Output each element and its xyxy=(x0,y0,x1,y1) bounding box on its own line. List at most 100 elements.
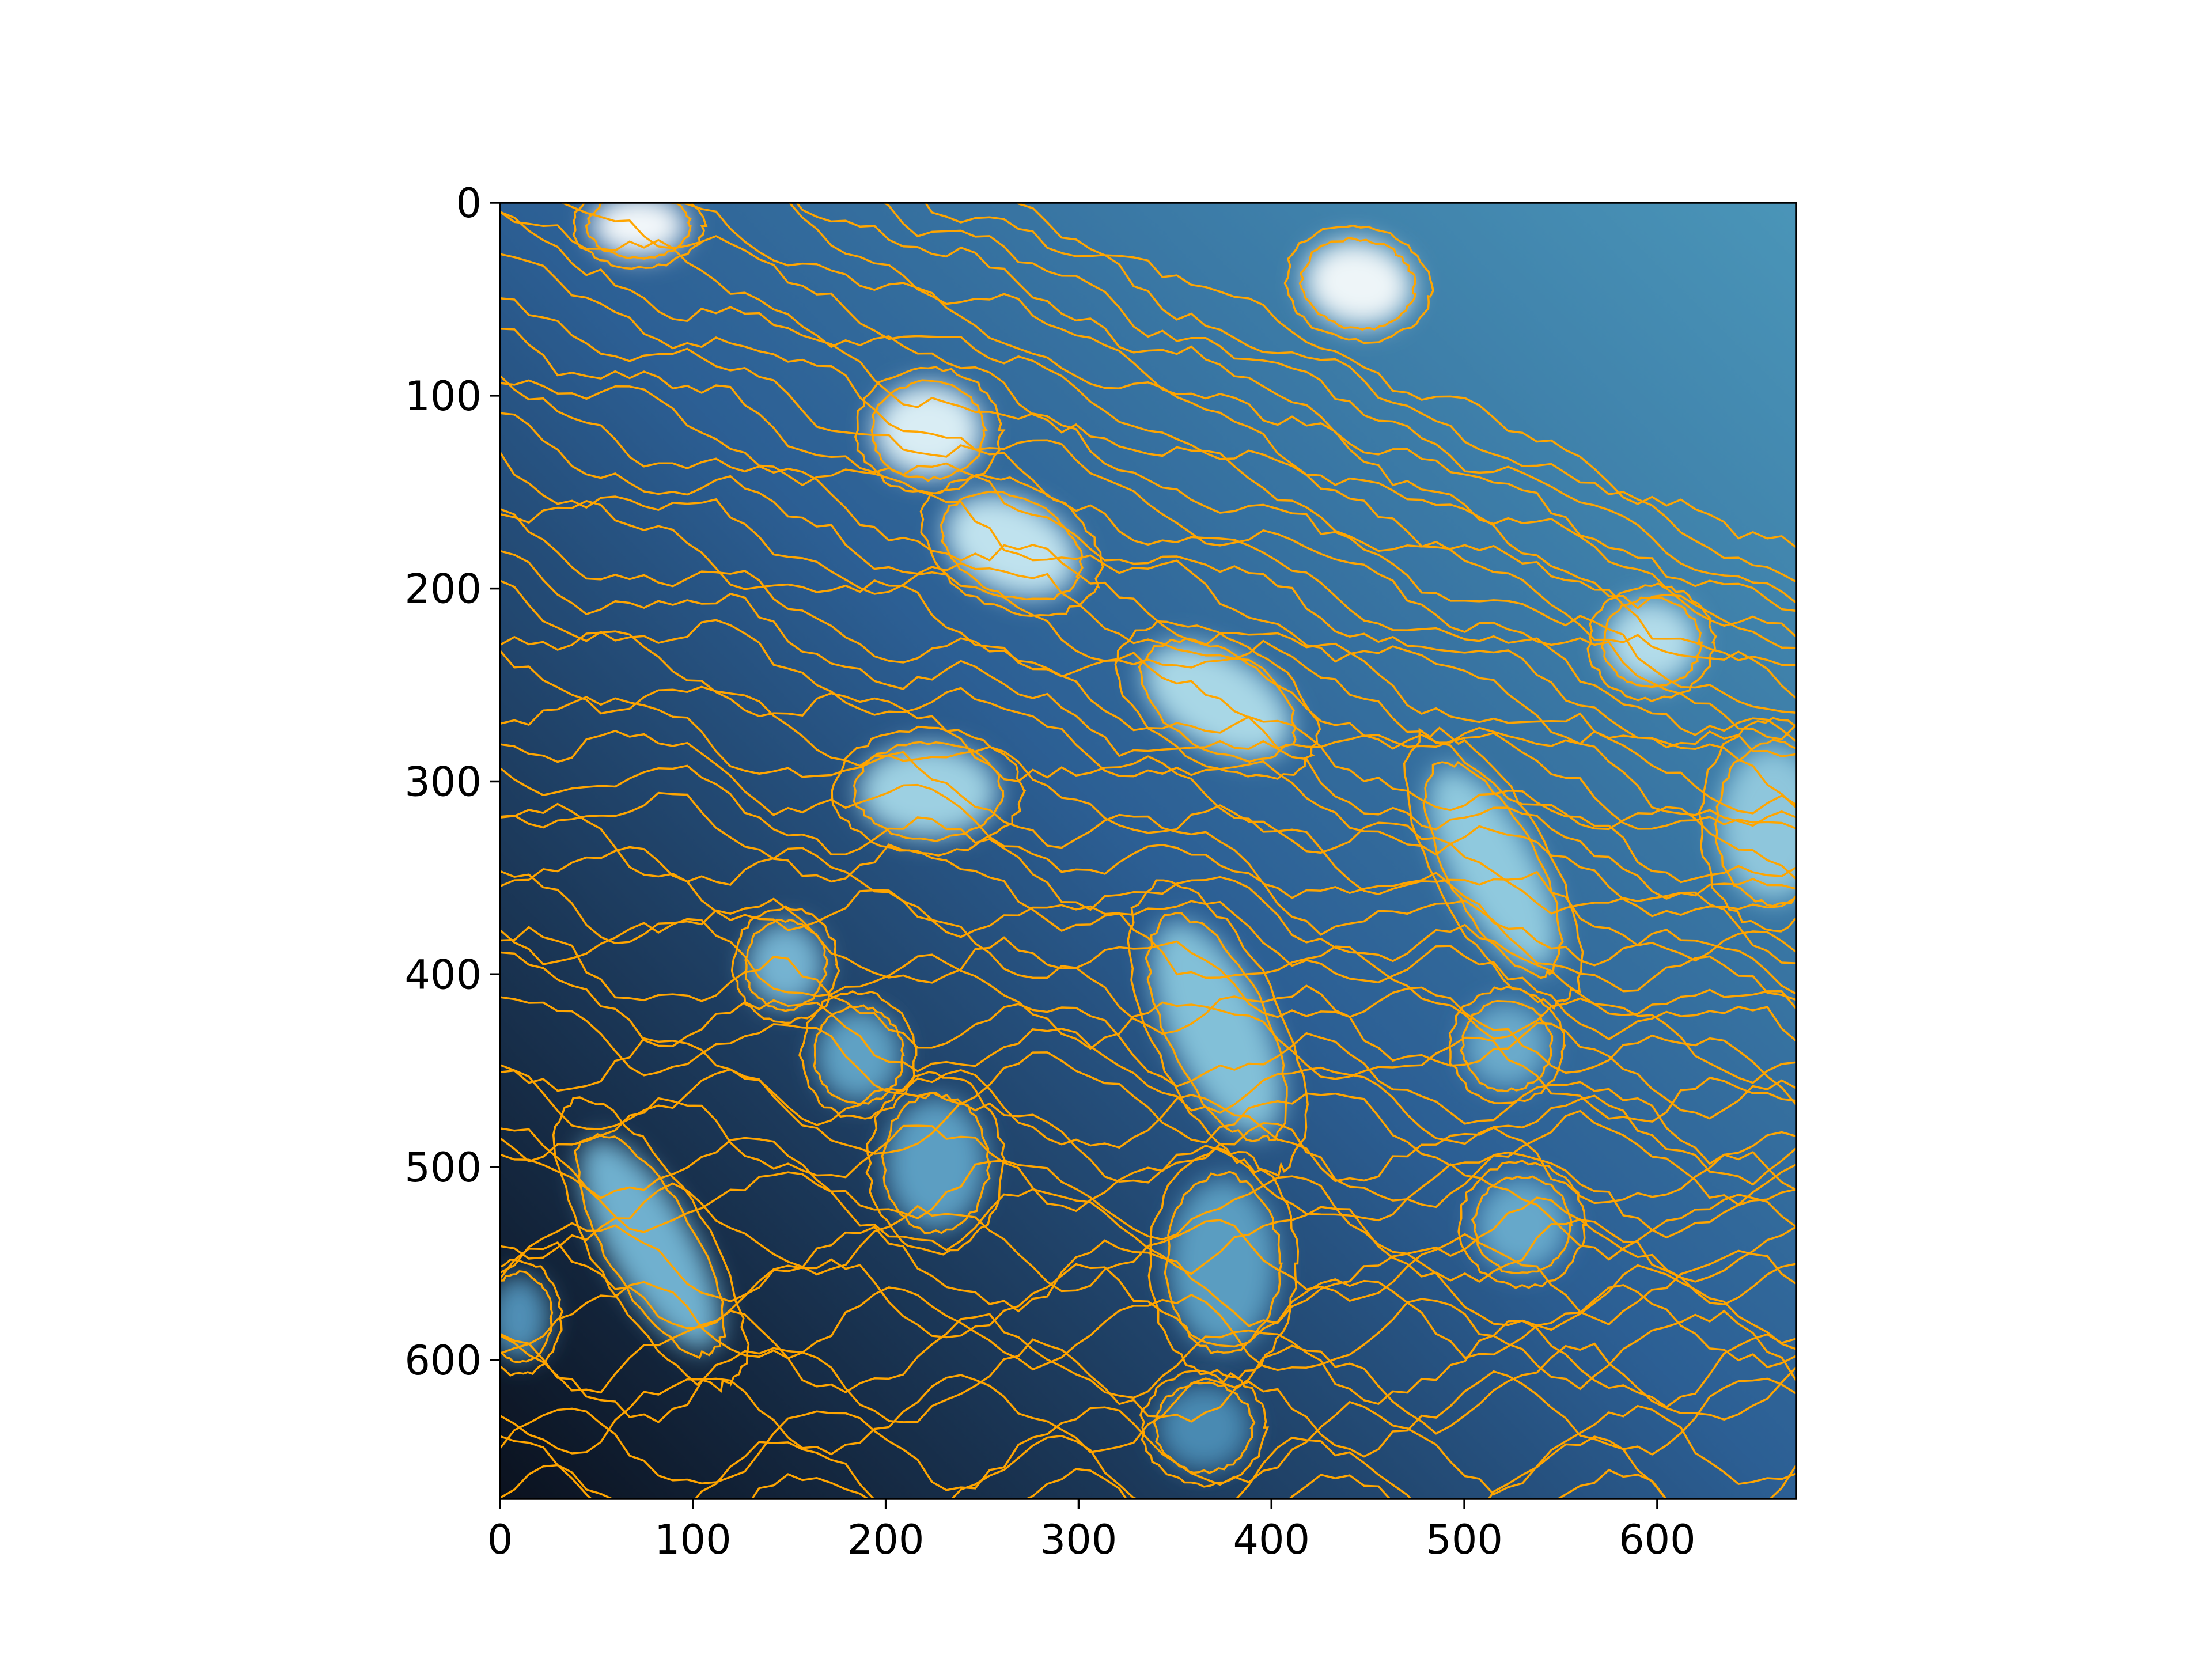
bright-feature-blob-12 xyxy=(816,1009,902,1102)
contour-line xyxy=(500,951,1796,1186)
contour-line xyxy=(500,764,1796,1016)
plot-frame xyxy=(499,202,1797,1500)
contour-line xyxy=(500,1370,1796,1458)
contour-ring xyxy=(1601,596,1703,688)
bright-features xyxy=(500,203,1796,1470)
x-tick-label: 100 xyxy=(654,1516,732,1563)
contour-ring xyxy=(1403,726,1584,1010)
contour-ring xyxy=(573,1132,726,1359)
contour-line xyxy=(500,1037,1796,1205)
contour-ring xyxy=(1114,620,1321,780)
bright-feature-blob-7 xyxy=(858,744,998,838)
bright-feature-blob-5 xyxy=(1143,643,1291,757)
contour-line xyxy=(500,211,1796,714)
contour-line xyxy=(500,1435,1796,1499)
contour-line xyxy=(882,203,1796,604)
y-axis: 0 100 200 300 400 500 600 xyxy=(404,180,500,1384)
contour-ring xyxy=(1127,879,1309,1177)
bright-feature-blob-3 xyxy=(874,384,983,477)
contour-ring xyxy=(881,1091,991,1234)
contour-line xyxy=(500,650,1796,962)
contour-ring xyxy=(1164,1171,1283,1354)
contour-ring xyxy=(1422,760,1564,979)
contour-line xyxy=(500,1222,1796,1350)
bright-feature-blob-14 xyxy=(885,1097,986,1229)
contour-ring xyxy=(1147,1146,1300,1384)
contour-line xyxy=(500,996,1796,1206)
contour-ring xyxy=(853,741,1005,842)
contour-ring xyxy=(744,919,828,1012)
contour-ring xyxy=(1698,717,1796,933)
bright-feature-blob-16 xyxy=(1476,1179,1569,1271)
bright-feature-blob-4 xyxy=(945,495,1077,597)
contour-line xyxy=(500,253,1796,741)
contour-ring xyxy=(1283,224,1434,344)
contour-ring xyxy=(1714,738,1796,907)
x-tick-label: 300 xyxy=(1040,1516,1118,1563)
contour-line xyxy=(500,1332,1796,1435)
contour-line xyxy=(500,579,1796,918)
contour-lines xyxy=(500,203,1796,1499)
contour-line xyxy=(500,926,1796,1165)
contour-ring xyxy=(1139,1369,1270,1488)
bright-feature-blob-19 xyxy=(1157,1385,1251,1470)
contour-ring xyxy=(1298,237,1417,331)
contour-ring xyxy=(572,203,708,270)
bright-feature-blob-10 xyxy=(747,922,824,1007)
plot-area xyxy=(499,202,1797,1500)
y-tick-label: 400 xyxy=(404,951,482,998)
contour-line xyxy=(500,412,1796,827)
contour-ring xyxy=(798,990,918,1120)
x-tick-label: 0 xyxy=(487,1516,513,1563)
contour-ring xyxy=(1457,1160,1588,1289)
contour-line xyxy=(500,696,1796,995)
contour-line xyxy=(500,870,1796,1120)
bright-feature-blob-11 xyxy=(1152,921,1283,1135)
x-tick-label: 400 xyxy=(1233,1516,1310,1563)
x-tick-label: 600 xyxy=(1619,1516,1696,1563)
y-tick-label: 300 xyxy=(404,758,482,805)
contour-line xyxy=(500,802,1796,1084)
contour-ring xyxy=(730,905,840,1024)
contour-ring xyxy=(1153,1381,1256,1474)
contour-ring xyxy=(1460,1000,1554,1093)
x-tick-label: 200 xyxy=(847,1516,925,1563)
bright-feature-blob-6 xyxy=(1605,600,1698,685)
x-tick-label: 500 xyxy=(1426,1516,1503,1563)
y-tick-label: 500 xyxy=(404,1144,482,1191)
contour-line xyxy=(500,1064,1796,1239)
contour-ring xyxy=(870,379,988,482)
contour-line xyxy=(500,1241,1796,1369)
contour-line xyxy=(500,452,1796,830)
contour-ring xyxy=(1138,638,1297,763)
contour-line xyxy=(500,211,1796,699)
contour-line xyxy=(500,918,1796,1123)
contour-line xyxy=(559,203,1796,666)
contour-ring xyxy=(919,474,1104,618)
bright-feature-blob-9 xyxy=(1719,747,1796,902)
contour-line xyxy=(500,791,1796,1042)
y-tick-label: 200 xyxy=(404,566,482,613)
contour-ring xyxy=(1448,986,1566,1104)
y-tick-label: 100 xyxy=(404,373,482,420)
contour-line xyxy=(500,550,1796,900)
contour-line xyxy=(500,1153,1796,1305)
contour-ring xyxy=(1586,582,1717,702)
contour-line xyxy=(500,297,1796,743)
contour-line xyxy=(500,1310,1796,1408)
contour-ring xyxy=(552,1096,750,1393)
contour-line xyxy=(500,328,1796,757)
bright-feature-blob-2 xyxy=(1304,241,1412,327)
bright-feature-blob-17 xyxy=(1169,1179,1278,1349)
contour-line xyxy=(676,203,1796,649)
contour-line xyxy=(500,1281,1796,1391)
contour-ring xyxy=(1471,1175,1573,1274)
contour-line xyxy=(1016,203,1796,548)
contour-ring xyxy=(831,725,1027,857)
contour-ring xyxy=(1145,912,1288,1142)
contour-ring xyxy=(500,1259,564,1377)
contour-ring xyxy=(585,203,692,260)
contour-line xyxy=(500,1464,1668,1499)
contour-line xyxy=(924,203,1796,583)
